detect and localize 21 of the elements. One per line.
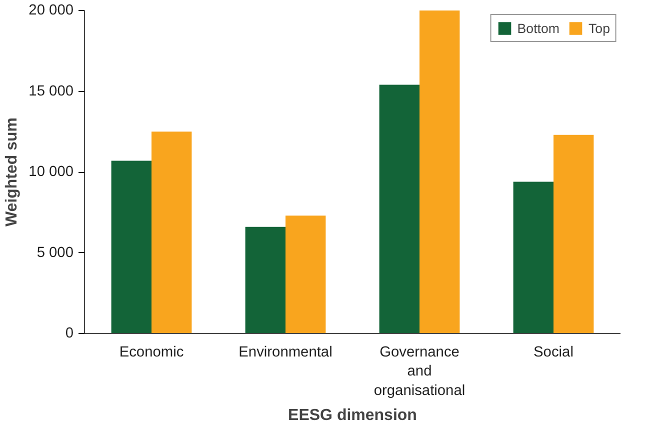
legend-label: Top [588, 20, 610, 36]
y-tick-label: 10 000 [28, 164, 74, 180]
bar [111, 160, 152, 334]
bar [420, 10, 460, 334]
bar [152, 132, 192, 334]
bar [379, 84, 420, 334]
x-tick-label: Environmental [238, 344, 332, 360]
bar [245, 226, 286, 334]
x-axis-title: EESG dimension [288, 406, 417, 424]
y-tick-label: 15 000 [28, 83, 74, 100]
x-tick-label: Governance and organisational [374, 344, 466, 399]
bar [286, 216, 326, 334]
y-tick-label: 5 000 [36, 244, 74, 261]
y-tick-label: 20 000 [28, 2, 74, 18]
legend-label: Bottom [517, 20, 560, 36]
bar [554, 134, 594, 334]
bar [513, 182, 554, 334]
y-axis-title: Weighted sum [4, 117, 21, 227]
y-tick-label: 0 [65, 326, 74, 342]
x-tick-label: Economic [119, 344, 184, 360]
x-tick-label: Social [534, 344, 574, 360]
